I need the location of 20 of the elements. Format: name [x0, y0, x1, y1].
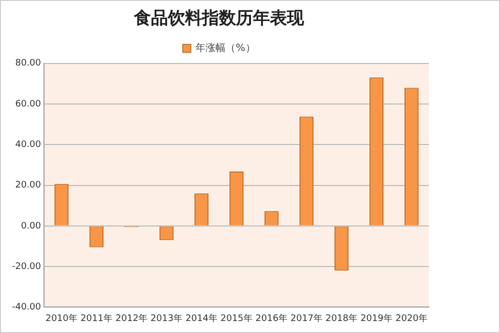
- x-tick-label: 2012年: [116, 312, 148, 324]
- y-tick-label: -20.00: [12, 262, 42, 272]
- x-tick-label: 2011年: [80, 312, 112, 324]
- x-tick-label: 2016年: [256, 312, 288, 324]
- x-tick-label: 2020年: [396, 312, 428, 324]
- x-tick-label: 2017年: [290, 312, 322, 324]
- x-tick-label: 2014年: [186, 312, 218, 324]
- y-tick-label: 60.00: [15, 99, 42, 110]
- x-tick-label: 2010年: [46, 312, 78, 324]
- x-tick-label: 2018年: [326, 312, 358, 324]
- y-tick-label: 40.00: [15, 140, 42, 150]
- y-tick-label: -40.00: [12, 302, 42, 313]
- x-tick-label: 2019年: [360, 312, 392, 324]
- y-tick-label: 0.00: [20, 221, 42, 232]
- legend-label: 年涨幅（%）: [196, 42, 256, 54]
- x-tick-label: 2015年: [220, 312, 252, 324]
- x-tick-label: 2013年: [150, 312, 182, 324]
- y-tick-label: 80.00: [15, 58, 42, 69]
- chart-title: 食品饮料指数历年表现: [133, 8, 305, 29]
- y-tick-label: 20.00: [15, 180, 42, 191]
